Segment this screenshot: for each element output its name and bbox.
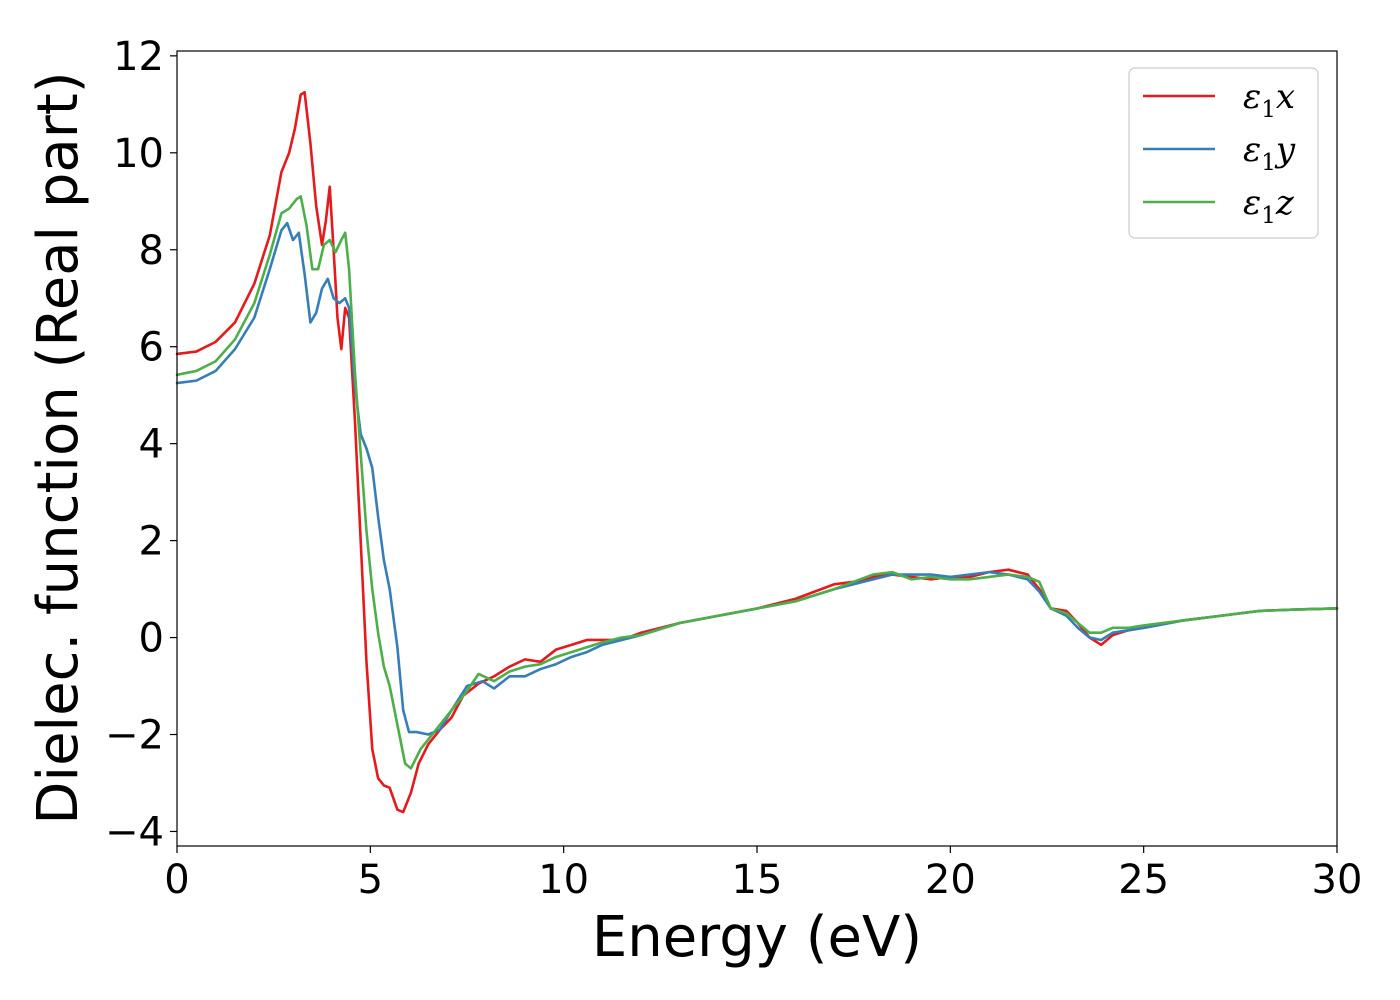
x-tick-label: 20	[925, 857, 976, 903]
y-tick-label: 0	[139, 616, 164, 662]
x-tick-label: 25	[1118, 857, 1169, 903]
legend-frame	[1128, 67, 1319, 239]
x-tick-label: 15	[732, 857, 783, 903]
legend-label-x: ε1x	[1243, 77, 1295, 123]
y-tick-label: 10	[113, 131, 164, 177]
x-tick-label: 5	[358, 857, 383, 903]
y-tick-label: −4	[105, 809, 164, 855]
y-tick-label: 4	[139, 422, 164, 468]
legend-label-z: ε1z	[1243, 183, 1295, 229]
x-axis-title: Energy (eV)	[592, 905, 922, 970]
y-tick-label: 12	[113, 34, 164, 80]
x-tick-label: 30	[1312, 857, 1363, 903]
x-axis: 0 5 10 15 20 25 30	[164, 846, 1362, 903]
y-tick-label: 6	[139, 325, 164, 371]
y-tick-label: 8	[139, 228, 164, 274]
y-axis-title: Dielec. function (Real part)	[26, 71, 91, 824]
y-axis: −4 −2 0 2 4 6 8 10 12	[105, 34, 177, 855]
y-tick-label: −2	[105, 713, 164, 759]
series-layer	[175, 90, 1339, 814]
legend: ε1x ε1y ε1z	[1128, 67, 1319, 239]
y-tick-label: 2	[139, 519, 164, 565]
series-line-z	[175, 195, 1339, 770]
x-tick-label: 10	[538, 857, 589, 903]
legend-label-y: ε1y	[1243, 130, 1296, 176]
x-tick-label: 0	[164, 857, 189, 903]
